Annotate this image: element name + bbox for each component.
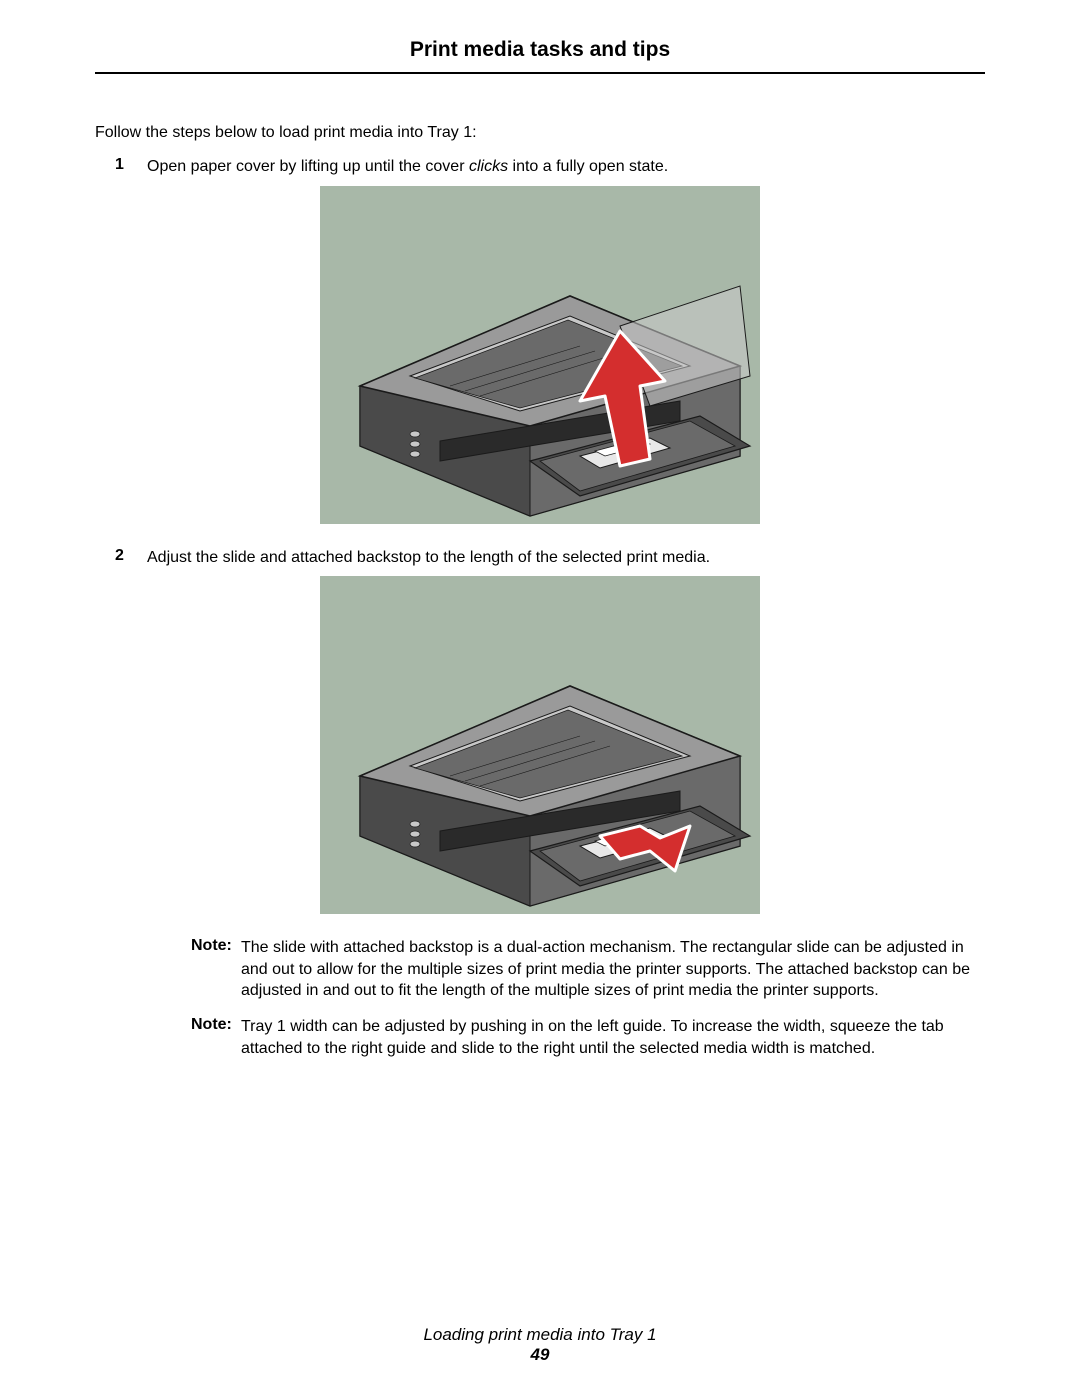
note-2: Note: Tray 1 width can be adjusted by pu…	[95, 1016, 985, 1059]
page-header-title: Print media tasks and tips	[95, 38, 985, 72]
step-text-pre: Adjust the slide and attached backstop t…	[147, 549, 710, 566]
page-footer: Loading print media into Tray 1 49	[0, 1325, 1080, 1365]
note-label: Note:	[191, 1016, 241, 1034]
note-label: Note:	[191, 937, 241, 955]
step-text: Adjust the slide and attached backstop t…	[147, 547, 710, 569]
note-text: Tray 1 width can be adjusted by pushing …	[241, 1016, 985, 1059]
illustration-2	[320, 576, 760, 914]
intro-text: Follow the steps below to load print med…	[95, 124, 985, 142]
illustration-2-wrap	[95, 576, 985, 919]
step-text: Open paper cover by lifting up until the…	[147, 156, 668, 178]
step-text-pre: Open paper cover by lifting up until the…	[147, 158, 469, 175]
step-2: 2 Adjust the slide and attached backstop…	[95, 547, 985, 569]
step-text-post: into a fully open state.	[508, 158, 668, 175]
illustration-1-wrap	[95, 186, 985, 529]
step-number: 1	[115, 156, 147, 174]
note-1: Note: The slide with attached backstop i…	[95, 937, 985, 1002]
header-rule	[95, 72, 985, 74]
document-page: Print media tasks and tips Follow the st…	[0, 0, 1080, 1397]
step-text-em: clicks	[469, 158, 508, 175]
footer-section-title: Loading print media into Tray 1	[0, 1325, 1080, 1345]
note-text: The slide with attached backstop is a du…	[241, 937, 985, 1002]
step-number: 2	[115, 547, 147, 565]
step-1: 1 Open paper cover by lifting up until t…	[95, 156, 985, 178]
illustration-1	[320, 186, 760, 524]
footer-page-number: 49	[0, 1345, 1080, 1365]
